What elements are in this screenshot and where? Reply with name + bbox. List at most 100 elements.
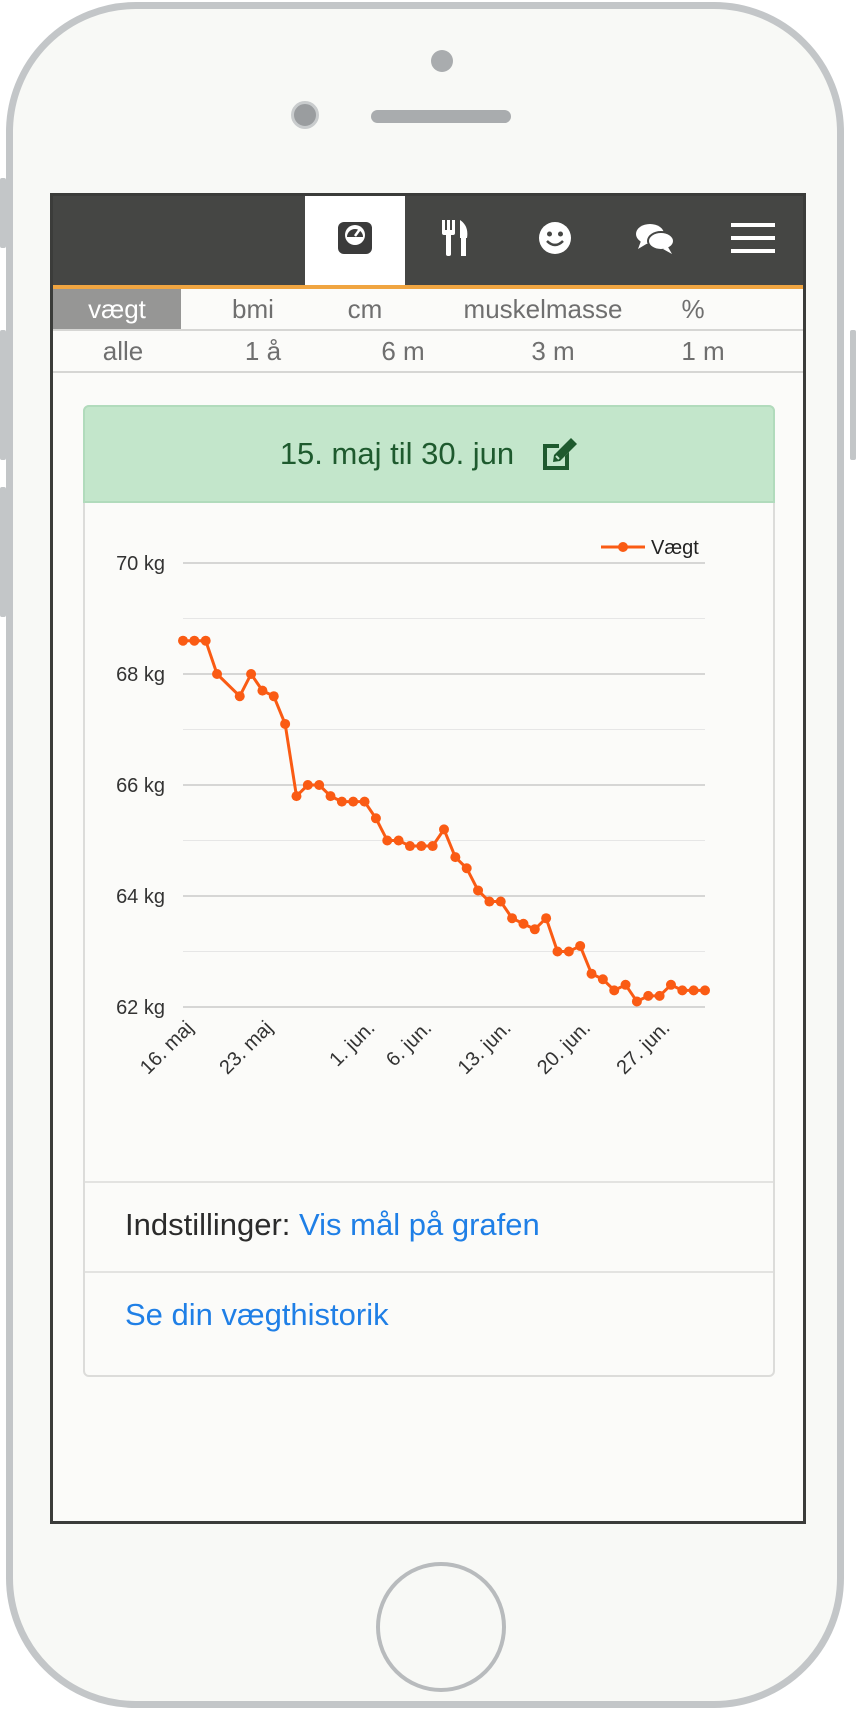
home-button[interactable] (376, 1562, 506, 1692)
weight-data-point (484, 896, 495, 907)
weight-data-point (200, 635, 211, 646)
date-range-header[interactable]: 15. maj til 30. jun (83, 405, 775, 503)
mute-switch (0, 178, 6, 248)
divider (85, 1181, 773, 1183)
weight-data-point (473, 885, 484, 896)
volume-up-button (0, 330, 6, 460)
date-range-text: 15. maj til 30. jun (279, 436, 515, 471)
settings-row: Indstillinger: Vis mål på grafen (125, 1207, 540, 1243)
proximity-sensor (431, 50, 453, 72)
y-tick-label: 62 kg (116, 997, 165, 1019)
weight-data-point (359, 796, 370, 807)
weight-data-point (620, 979, 631, 990)
nav-food[interactable] (405, 196, 505, 285)
weight-history-link[interactable]: Se din vægthistorik (125, 1297, 389, 1332)
range-all[interactable]: alle (102, 336, 144, 366)
weight-data-point (291, 791, 302, 802)
scale-icon (336, 220, 374, 261)
weight-data-point (541, 913, 552, 924)
x-tick-label: 6. jun. (382, 1017, 436, 1071)
settings-label: Indstillinger: (125, 1207, 291, 1242)
weight-data-point (665, 979, 676, 990)
tab-cm[interactable]: cm (347, 294, 383, 324)
x-tick-label: 13. jun. (454, 1017, 516, 1079)
weight-data-point (246, 669, 257, 679)
weight-data-point (495, 896, 506, 907)
weight-data-point (631, 996, 642, 1007)
weight-data-point (586, 968, 597, 979)
weight-data-point (212, 669, 223, 679)
x-tick-label: 1. jun. (325, 1017, 379, 1071)
weight-data-point (382, 835, 393, 846)
weight-data-point (325, 791, 336, 802)
weight-data-point (439, 824, 449, 835)
weight-data-point (529, 924, 540, 935)
range-1-month[interactable]: 1 m (681, 336, 725, 366)
y-tick-label: 70 kg (116, 553, 165, 575)
front-camera (291, 101, 319, 129)
range-1-year[interactable]: 1 å (244, 336, 282, 366)
weight-data-point (507, 913, 518, 924)
weight-data-point (302, 780, 313, 790)
tab-weight[interactable]: vægt (53, 289, 181, 329)
weight-data-point (178, 635, 188, 646)
weight-data-point (234, 691, 245, 702)
range-6-months[interactable]: 6 m (381, 336, 425, 366)
weight-data-point (688, 985, 699, 996)
divider (85, 1271, 773, 1273)
nav-mood[interactable] (505, 196, 605, 285)
metric-tabs: vægt bmi cm muskelmasse % (53, 289, 803, 331)
x-tick-label: 16. maj (136, 1017, 198, 1079)
weight-card: 15. maj til 30. jun 70 kg 68 kg 66 kg 64 kg… (83, 405, 775, 1377)
fork-knife-icon (440, 220, 470, 261)
nav-chat[interactable] (605, 196, 705, 285)
power-button (850, 330, 856, 460)
x-tick-label: 23. maj (215, 1017, 277, 1079)
weight-data-point (268, 691, 279, 702)
tab-muscle-mass[interactable]: muskelmasse (463, 294, 623, 324)
earpiece-speaker (371, 110, 511, 123)
weight-data-point (336, 796, 347, 807)
smiley-icon (538, 221, 572, 260)
weight-data-point (314, 780, 325, 790)
show-goal-link[interactable]: Vis mål på grafen (299, 1207, 540, 1242)
tab-percent[interactable]: % (681, 294, 705, 324)
app-screen: vægt bmi cm muskelmasse % alle 1 å 6 m 3… (50, 193, 806, 1524)
weight-series-line (183, 639, 705, 1003)
weight-data-point (280, 718, 291, 729)
weight-data-point (552, 946, 563, 957)
weight-data-point (450, 852, 461, 863)
y-tick-label: 64 kg (116, 886, 165, 908)
weight-data-point (609, 985, 620, 996)
top-navigation (53, 196, 803, 289)
y-tick-label: 66 kg (116, 775, 165, 797)
weight-data-point (189, 635, 200, 646)
weight-data-point (700, 985, 710, 996)
weight-data-point (348, 796, 359, 807)
weight-data-point (404, 841, 415, 852)
edit-icon[interactable] (540, 437, 578, 471)
hamburger-menu-icon (731, 223, 775, 258)
weight-data-point (370, 813, 381, 824)
weight-data-point (643, 990, 654, 1001)
weight-data-point (518, 918, 529, 929)
nav-menu[interactable] (703, 196, 803, 285)
range-3-months[interactable]: 3 m (531, 336, 575, 366)
nav-weight[interactable] (305, 196, 405, 285)
weight-data-point (427, 841, 438, 852)
weight-data-point (677, 985, 688, 996)
tab-bmi[interactable]: bmi (232, 294, 274, 324)
weight-data-point (597, 974, 608, 985)
weight-data-point (575, 940, 586, 951)
weight-data-point (563, 946, 574, 957)
chat-bubbles-icon (635, 221, 675, 260)
x-tick-label: 27. jun. (613, 1017, 675, 1079)
volume-down-button (0, 487, 6, 617)
weight-data-point (393, 835, 404, 846)
weight-data-point (461, 863, 472, 874)
weight-data-point (257, 685, 268, 696)
y-tick-label: 68 kg (116, 664, 165, 686)
legend-label: Vægt (651, 537, 699, 559)
weight-data-point (416, 841, 427, 852)
